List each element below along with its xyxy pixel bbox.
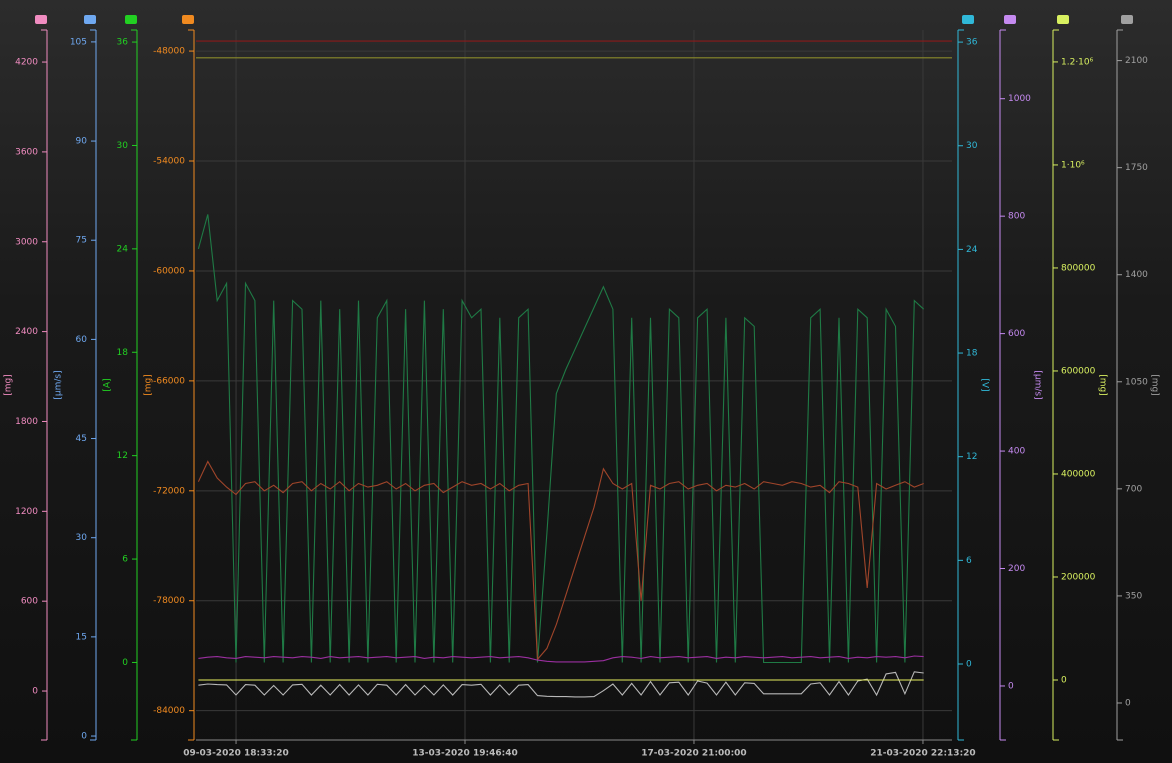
y-tick-label: 12 [966,452,977,462]
y-axis-label: [µm/s] [1033,370,1043,399]
y-tick-label: 4200 [15,58,38,68]
y-tick-label: 1400 [1125,270,1148,280]
y-tick-label: -60000 [153,266,185,276]
y-axis-label: [V] [980,378,990,391]
y-tick-label: 700 [1125,484,1142,494]
y-tick-label: 600 [21,597,38,607]
y-tick-label: 200 [1008,564,1025,574]
y-axis-label: [A] [103,378,113,391]
y-tick-label: 1800 [15,417,38,427]
y-tick-label: 1050 [1125,377,1148,387]
y-tick-label: 105 [70,37,87,47]
y-tick-label: 2100 [1125,56,1148,66]
x-tick-label: 13-03-2020 19:46:40 [412,749,517,759]
y-tick-label: 200000 [1061,572,1096,582]
legend-swatch [125,15,137,24]
y-tick-label: 350 [1125,591,1142,601]
y-tick-label: -72000 [153,486,185,496]
legend-swatch [182,15,194,24]
legend-swatch [1004,15,1016,24]
y-tick-label: 1.2·10⁶ [1061,57,1094,67]
y-axis-label: [mg] [4,374,14,396]
y-tick-label: 0 [1008,681,1014,691]
y-tick-label: 1750 [1125,163,1148,173]
y-tick-label: 400 [1008,447,1025,457]
y-tick-label: 600 [1008,329,1025,339]
series-line [197,460,924,661]
y-axis-label: [mg] [1150,374,1160,396]
y-axis-label: [mg] [144,374,154,396]
y-tick-label: 2400 [15,327,38,337]
y-tick-label: 24 [966,245,978,255]
y-tick-label: 6 [122,555,128,565]
y-tick-label: 90 [76,137,88,147]
y-tick-label: 400000 [1061,469,1096,479]
legend-swatch [1121,15,1133,24]
y-tick-label: -66000 [153,376,185,386]
y-tick-label: 0 [81,732,87,742]
x-tick-label: 17-03-2020 21:00:00 [641,749,746,759]
x-tick-label: 21-03-2020 22:13:20 [870,749,975,759]
y-tick-label: 0 [32,687,38,697]
y-axis-label: [mg] [1098,374,1108,396]
y-axis-label: [µm/s] [54,370,64,399]
y-tick-label: 24 [117,244,129,254]
y-tick-label: 30 [117,141,129,151]
y-tick-label: 800 [1008,212,1025,222]
y-tick-label: 45 [76,434,87,444]
y-tick-label: 800000 [1061,263,1096,273]
y-tick-label: 36 [117,38,129,48]
y-tick-label: -84000 [153,706,185,716]
series-line [197,214,925,664]
y-tick-label: 18 [966,349,978,359]
y-tick-label: 0 [122,658,128,668]
y-tick-label: 18 [117,348,129,358]
y-tick-label: 0 [1125,698,1131,708]
y-tick-label: 1000 [1008,94,1031,104]
y-tick-label: 60 [76,335,88,345]
y-tick-label: -48000 [153,47,185,57]
y-tick-label: -78000 [153,596,185,606]
y-tick-label: 30 [76,533,88,543]
legend-swatch [84,15,96,24]
y-tick-label: 15 [76,632,87,642]
y-tick-label: 3000 [15,237,38,247]
y-tick-label: 75 [76,236,87,246]
y-tick-label: 3600 [15,147,38,157]
y-tick-label: 12 [117,451,128,461]
legend-swatch [1057,15,1069,24]
x-tick-label: 09-03-2020 18:33:20 [183,749,288,759]
y-tick-label: 0 [1061,675,1067,685]
y-tick-label: 30 [966,141,978,151]
y-tick-label: 36 [966,38,978,48]
y-tick-label: 6 [966,556,972,566]
y-tick-label: 1200 [15,507,38,517]
y-tick-label: 0 [966,659,972,669]
y-tick-label: 600000 [1061,366,1096,376]
y-tick-label: -54000 [153,157,185,167]
series-line [198,671,924,698]
series-line [198,655,924,663]
legend-swatch [962,15,974,24]
legend-swatch [35,15,47,24]
y-tick-label: 1·10⁶ [1061,160,1085,170]
